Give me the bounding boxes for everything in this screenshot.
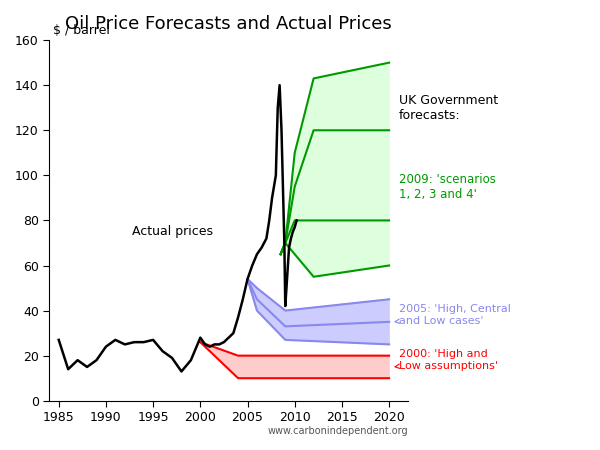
Text: 2005: 'High, Central
and Low cases': 2005: 'High, Central and Low cases': [395, 304, 511, 326]
Polygon shape: [248, 279, 389, 344]
Text: 2009: 'scenarios
1, 2, 3 and 4': 2009: 'scenarios 1, 2, 3 and 4': [398, 173, 496, 201]
Polygon shape: [281, 63, 389, 277]
Polygon shape: [200, 342, 389, 378]
Text: www.carbonindependent.org: www.carbonindependent.org: [268, 426, 408, 436]
Text: Actual prices: Actual prices: [131, 225, 212, 238]
Text: $ / barrel: $ / barrel: [53, 23, 110, 36]
Title: Oil Price Forecasts and Actual Prices: Oil Price Forecasts and Actual Prices: [65, 15, 392, 33]
Text: 2000: 'High and
Low assumptions': 2000: 'High and Low assumptions': [395, 349, 497, 371]
Text: UK Government
forecasts:: UK Government forecasts:: [398, 94, 497, 122]
